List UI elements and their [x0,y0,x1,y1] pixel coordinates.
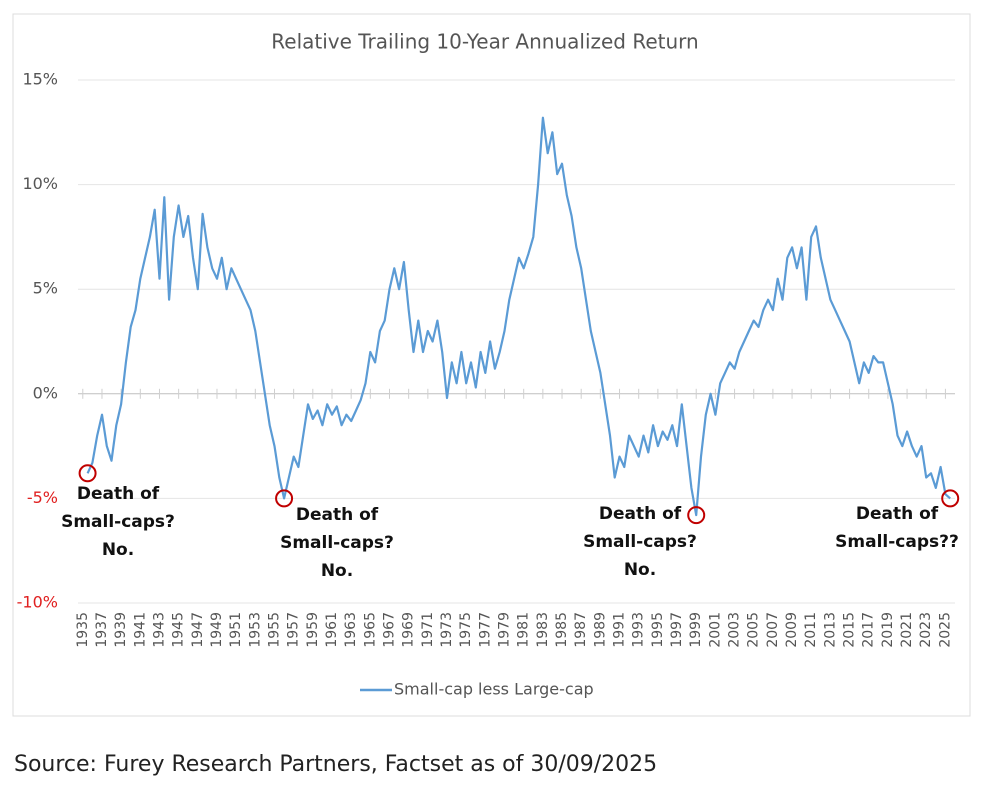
annotation: No. [624,560,656,580]
x-tick-label: 1997 [669,612,685,648]
source-note: Source: Furey Research Partners, Factset… [14,752,658,777]
line-series [86,116,951,517]
x-tick-label: 2013 [822,612,838,648]
x-tick-label: 2015 [842,612,858,648]
x-tick-label: 2001 [707,612,723,648]
x-tick-label: 1987 [573,612,589,648]
annotation: Death of [296,505,379,525]
highlight-circle [941,489,960,508]
x-tick-label: 1947 [190,612,206,648]
highlight-circle [78,464,97,483]
x-tick-label: 1991 [612,612,628,648]
x-tick-label: 1973 [439,612,455,648]
annotation: Death of [599,504,682,524]
x-tick-label: 1967 [382,612,398,648]
x-tick-label: 1943 [151,612,167,648]
x-tick-label: 1953 [247,612,263,648]
x-tick-label: 1985 [554,612,570,648]
x-tick-label: 1949 [209,612,225,648]
x-tick-label: 1981 [516,612,532,648]
x-tick-label: 2019 [880,612,896,648]
annotation: Small-caps?? [835,532,959,552]
x-tick-label: 1993 [631,612,647,648]
annotation: No. [102,540,134,560]
highlight-circle [275,489,294,508]
x-tick-label: 1971 [420,612,436,648]
y-tick-label: 10% [22,174,58,193]
x-tick-label: 1995 [650,612,666,648]
x-tick-label: 1941 [132,612,148,648]
x-tick-label: 1983 [535,612,551,648]
chart-title: Relative Trailing 10-Year Annualized Ret… [271,30,698,54]
x-tick-label: 2009 [784,612,800,648]
x-tick-label: 1959 [305,612,321,648]
x-tick-label: 1999 [688,612,704,648]
y-tick-label: -10% [17,593,58,612]
x-tick-label: 2021 [899,612,915,648]
y-tick-label: 15% [22,70,58,89]
annotation: Small-caps? [61,512,175,532]
x-tick-label: 1957 [286,612,302,648]
highlight-circle [687,506,706,525]
chart: Relative Trailing 10-Year Annualized Ret… [12,13,971,717]
x-tick-label: 1939 [113,612,129,648]
x-tick-label: 2017 [861,612,877,648]
chart-frame [12,13,971,717]
x-tick-label: 1945 [171,612,187,648]
x-tick-label: 1979 [497,612,513,648]
x-tick-label: 1951 [228,612,244,648]
x-tick-label: 1937 [94,612,110,648]
x-tick-label: 2005 [746,612,762,648]
x-tick-label: 1935 [75,612,91,648]
x-tick-label: 1961 [324,612,340,648]
annotation: Death of [856,504,939,524]
x-tick-label: 2003 [727,612,743,648]
annotation: No. [321,561,353,581]
y-tick-label: 0% [33,383,58,402]
annotation: Small-caps? [583,532,697,552]
x-tick-label: 1963 [343,612,359,648]
x-tick-label: 2023 [918,612,934,648]
y-tick-label: -5% [27,488,58,507]
y-tick-label: 5% [33,279,58,298]
legend-label: Small-cap less Large-cap [394,680,594,699]
x-tick-label: 1975 [458,612,474,648]
annotation: Small-caps? [280,533,394,553]
x-tick-label: 1977 [477,612,493,648]
x-tick-label: 1989 [592,612,608,648]
annotation: Death of [77,484,160,504]
x-tick-label: 1969 [401,612,417,648]
x-tick-label: 2007 [765,612,781,648]
x-tick-label: 2011 [803,612,819,648]
x-tick-label: 1955 [266,612,282,648]
x-tick-label: 2025 [937,612,953,648]
x-tick-label: 1965 [362,612,378,648]
